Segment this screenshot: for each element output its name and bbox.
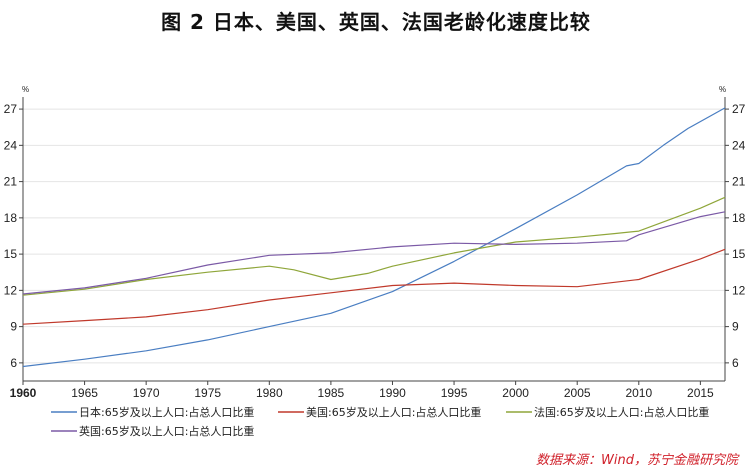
x-tick-label-2010: 2010 [625,386,652,400]
x-tick-label-2000: 2000 [502,386,529,400]
y-tick-label-left-21: 21 [4,175,18,189]
x-tick-label-1965: 1965 [71,386,98,400]
y-tick-label-right-21: 21 [732,175,746,189]
y-tick-label-right-27: 27 [732,102,746,116]
legend: 日本:65岁及以上人口:占总人口比重 美国:65岁及以上人口:占总人口比重 法国:6… [51,405,709,438]
y-tick-label-left-24: 24 [4,138,18,152]
x-tick-label-1980: 1980 [256,386,283,400]
source-note: 数据来源：Wind，苏宁金融研究院 [536,453,738,468]
y-tick-label-right-12: 12 [732,283,746,297]
x-tick-label-1970: 1970 [133,386,160,400]
y-tick-label-left-9: 9 [10,320,17,334]
legend-label-3: 英国:65岁及以上人口:占总人口比重 [79,424,254,438]
x-tick-label-2015: 2015 [687,386,714,400]
series-line-1 [22,248,726,325]
y-tick-label-right-9: 9 [732,320,739,334]
series-line-0 [22,107,726,368]
x-tick-label-1985: 1985 [318,386,345,400]
y-tick-label-left-27: 27 [4,102,18,116]
y-tick-label-left-6: 6 [10,356,17,370]
figure-title: 图 2 日本、美国、英国、法国老龄化速度比较 [161,10,591,34]
legend-label-2: 法国:65岁及以上人口:占总人口比重 [534,405,709,419]
y-unit-right: % [719,85,726,94]
grid [23,108,725,364]
y-tick-label-right-15: 15 [732,247,746,261]
legend-label-0: 日本:65岁及以上人口:占总人口比重 [79,405,254,419]
y-tick-label-right-24: 24 [732,138,746,152]
y-tick-label-left-12: 12 [4,283,18,297]
y-tick-label-left-18: 18 [4,211,18,225]
x-tick-label-1975: 1975 [194,386,221,400]
axes: 6 6 9 9 12 12 15 15 18 18 21 21 24 24 27 27% % 1960 1965 19… [4,85,746,400]
y-tick-label-right-6: 6 [732,356,739,370]
x-tick-label-1995: 1995 [441,386,468,400]
legend-label-1: 美国:65岁及以上人口:占总人口比重 [306,405,481,419]
series-layer [22,107,726,368]
x-tick-label-1990: 1990 [379,386,406,400]
x-tick-label-2005: 2005 [564,386,591,400]
y-tick-label-left-15: 15 [4,247,18,261]
y-unit-left: % [22,85,29,94]
series-line-3 [22,211,726,295]
x-tick-label-1960: 1960 [10,386,37,400]
y-tick-label-right-18: 18 [732,211,746,225]
series-line-2 [22,196,726,296]
